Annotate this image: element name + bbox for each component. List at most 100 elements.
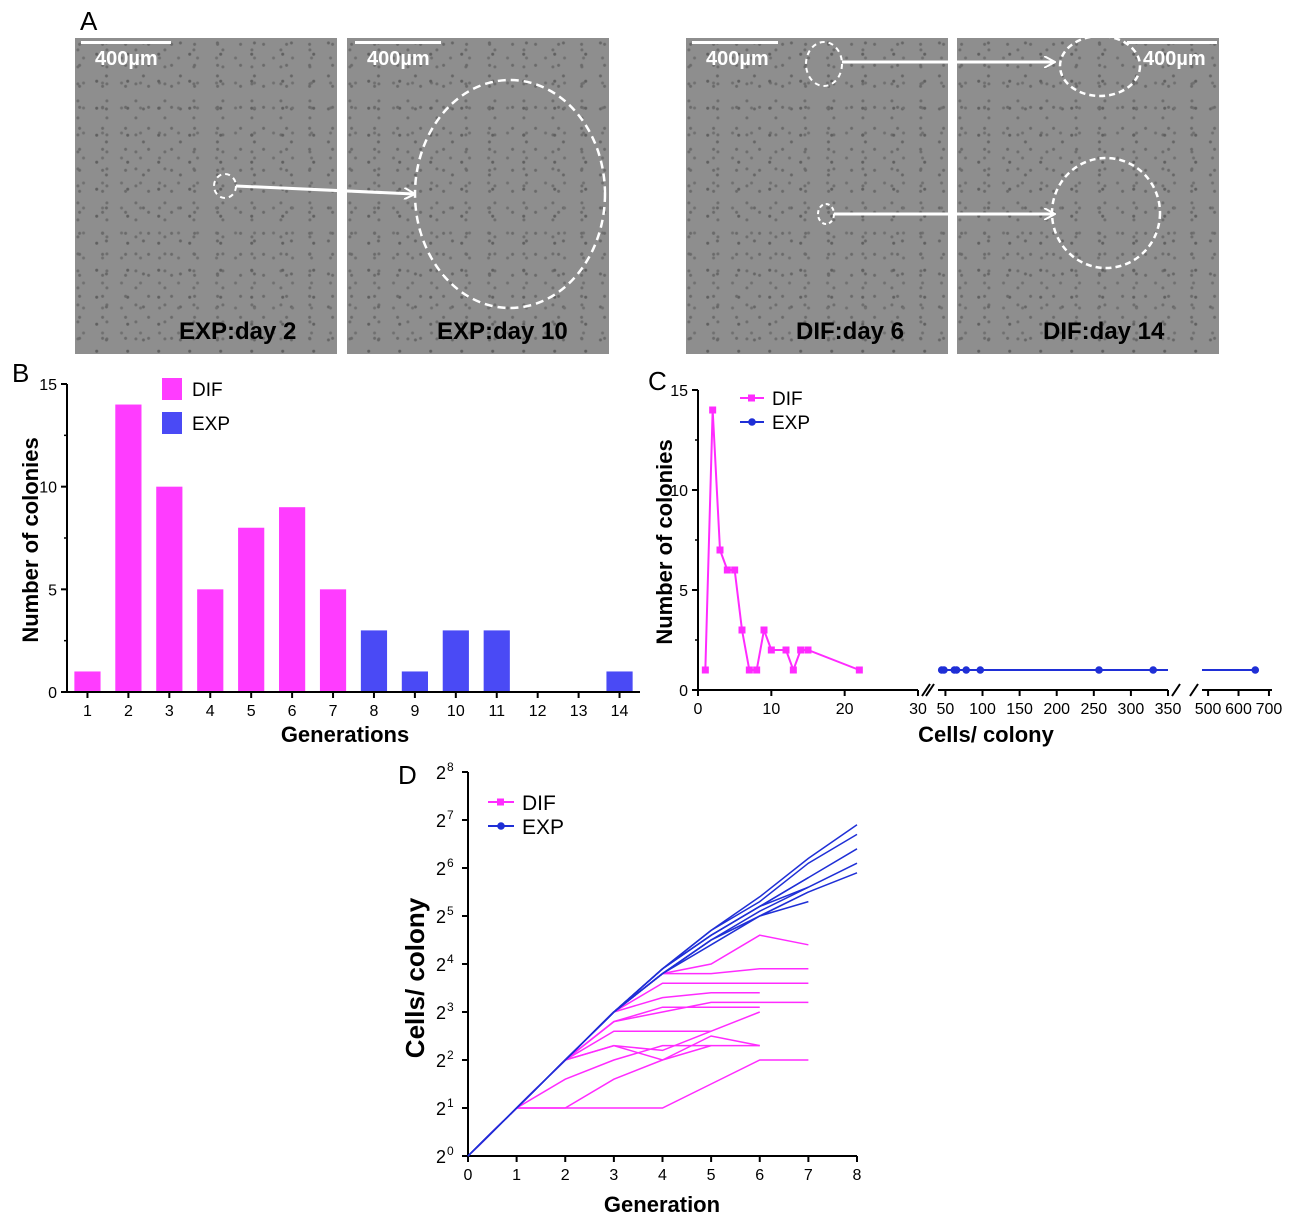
y-tick-label: 5 — [48, 582, 57, 599]
legend-marker — [748, 418, 756, 426]
data-point-exp — [976, 666, 985, 674]
colony-circle — [413, 78, 607, 310]
x-tick-label: 500 — [1195, 701, 1222, 718]
y-tick-exponent: 7 — [447, 808, 454, 822]
legend-label: EXP — [192, 414, 230, 435]
data-point-dif — [782, 646, 790, 654]
x-tick-label: 12 — [529, 703, 547, 720]
y-tick-label: 2 — [436, 1003, 446, 1023]
x-tick-label: 1 — [83, 703, 92, 720]
y-tick-label: 2 — [436, 955, 446, 975]
x-tick-label: 13 — [570, 703, 588, 720]
photo-label: EXP:day 2 — [179, 318, 297, 345]
scale-bar — [355, 41, 441, 44]
legend-label: EXP — [522, 816, 564, 839]
legend-label: DIF — [192, 380, 223, 401]
data-point-dif — [738, 626, 746, 634]
colony-line-exp — [467, 824, 858, 1157]
panel-a-annotations — [213, 34, 1162, 310]
y-axis-label: Number of colonies — [18, 437, 43, 642]
y-tick-label: 10 — [670, 483, 688, 500]
x-tick-label: 100 — [969, 701, 996, 718]
y-tick-label: 2 — [436, 1147, 446, 1167]
x-axis-label: Generations — [281, 722, 409, 747]
x-tick-label: 8 — [370, 703, 379, 720]
y-tick-exponent: 8 — [447, 760, 454, 774]
data-point-dif — [797, 646, 805, 654]
y-tick-label: 2 — [436, 1099, 446, 1119]
x-tick-label: 4 — [658, 1167, 667, 1184]
x-tick-label: 10 — [447, 703, 465, 720]
scale-bar — [81, 41, 171, 44]
axis-break — [921, 683, 931, 697]
x-tick-label: 20 — [836, 701, 854, 718]
axis-break — [925, 683, 935, 697]
x-tick-label: 7 — [329, 703, 338, 720]
y-tick-exponent: 0 — [447, 1144, 454, 1158]
colony-circle — [1050, 156, 1162, 270]
data-point-dif — [760, 626, 768, 634]
data-point-dif — [767, 646, 775, 654]
bar-exp — [606, 671, 633, 692]
x-tick-label: 7 — [804, 1167, 813, 1184]
data-point-dif — [745, 666, 753, 674]
x-tick-label: 30 — [909, 701, 927, 718]
y-tick-label: 2 — [436, 1051, 446, 1071]
colony-line-dif — [467, 1011, 761, 1157]
data-point-exp — [1251, 666, 1260, 674]
y-tick-exponent: 3 — [447, 1000, 454, 1014]
y-tick-label: 10 — [39, 480, 57, 497]
data-point-dif — [789, 666, 797, 674]
data-point-exp — [962, 666, 970, 674]
data-point-dif — [709, 406, 717, 414]
x-axis-label: Generation — [604, 1192, 720, 1216]
legend-swatch — [162, 412, 182, 434]
scale-bar — [692, 41, 778, 44]
y-tick-label: 2 — [436, 811, 446, 831]
y-tick-exponent: 5 — [447, 904, 454, 918]
bar-dif — [319, 589, 347, 692]
x-axis-label: Cells/ colony — [918, 722, 1054, 747]
x-tick-label: 1 — [512, 1167, 521, 1184]
colony-circle — [213, 173, 237, 199]
x-tick-label: 2 — [561, 1167, 570, 1184]
data-point-dif — [804, 646, 812, 654]
data-point-exp — [952, 666, 961, 674]
colony-circle — [805, 41, 843, 87]
data-point-dif — [723, 566, 731, 574]
legend-label: EXP — [772, 413, 810, 434]
data-point-dif — [753, 666, 761, 674]
photo-label: DIF:day 14 — [1043, 318, 1165, 345]
colony-line-exp — [467, 872, 858, 1157]
x-tick-label: 200 — [1043, 701, 1070, 718]
x-tick-label: 150 — [1006, 701, 1033, 718]
bar-exp — [442, 630, 469, 692]
colony-line-dif — [467, 1044, 712, 1157]
colony-circle — [817, 203, 835, 225]
bar-dif — [238, 527, 265, 692]
x-tick-label: 6 — [755, 1167, 764, 1184]
micrograph-dif-day6: 400µm DIF:day 6 — [686, 38, 948, 354]
x-tick-label: 0 — [694, 701, 703, 718]
x-tick-label: 8 — [853, 1167, 862, 1184]
chart-d: D 2 02 12 22 32 42 52 62 72 80 1 2 3 4 5 6 7 8 Generation… — [398, 760, 862, 1216]
photo-label: EXP:day 10 — [437, 318, 568, 345]
micrograph-dif-day14: 400µm DIF:day 14 — [957, 38, 1219, 354]
colony-line-exp — [467, 886, 809, 1157]
y-tick-label: 0 — [679, 683, 688, 700]
micrograph-exp-day2: 400µm EXP:day 2 — [75, 38, 337, 354]
colony-line-exp — [467, 900, 809, 1157]
axis-break — [1171, 683, 1181, 697]
x-tick-label: 11 — [488, 703, 505, 720]
x-tick-label: 14 — [611, 703, 629, 720]
x-tick-label: 3 — [165, 703, 174, 720]
colony-line-dif — [467, 992, 760, 1157]
colony-line-exp — [467, 891, 809, 1157]
y-tick-exponent: 2 — [447, 1048, 454, 1062]
data-point-exp — [940, 666, 948, 674]
x-tick-label: 600 — [1225, 701, 1252, 718]
photo-label: DIF:day 6 — [796, 318, 905, 345]
colony-line-dif — [467, 1044, 760, 1157]
bar-dif — [156, 486, 183, 692]
